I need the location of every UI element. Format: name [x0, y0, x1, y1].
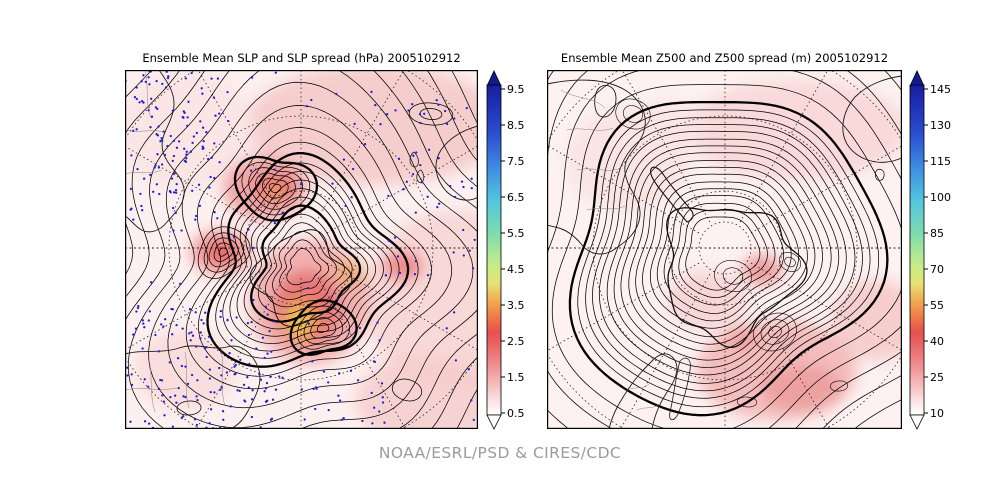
colorbar-tick-label: 1.5 [507, 371, 525, 384]
colorbar-tick-label: 70 [930, 263, 944, 276]
slp-panel-title: Ensemble Mean SLP and SLP spread (hPa) 2… [142, 51, 461, 65]
z500-map-canvas [547, 70, 902, 429]
colorbar-tick-label: 4.5 [507, 263, 525, 276]
colorbar-tick-label: 2.5 [507, 335, 525, 348]
credit-footer: NOAA/ESRL/PSD & CIRES/CDC [378, 444, 622, 462]
colorbar-tick-label: 130 [930, 119, 951, 132]
colorbar-tick-label: 55 [930, 299, 944, 312]
slp-map-canvas [125, 70, 478, 429]
colorbar-tick-label: 100 [930, 191, 951, 204]
colorbar-tick-label: 8.5 [507, 119, 525, 132]
colorbar-tick-label: 3.5 [507, 299, 525, 312]
colorbar-tick-label: 25 [930, 371, 944, 384]
colorbar-tick-label: 40 [930, 335, 944, 348]
colorbar-tick-label: 10 [930, 407, 944, 420]
z500-colorbar: 145 130 115 100 85 70 55 40 25 10 [909, 70, 951, 430]
colorbar-tick-label: 6.5 [507, 191, 525, 204]
slp-colorbar: 9.5 8.5 7.5 6.5 5.5 4.5 3.5 2.5 1.5 0.5 [486, 70, 525, 430]
colorbar-tick-label: 145 [930, 83, 951, 96]
colorbar-tick-label: 7.5 [507, 155, 525, 168]
colorbar-tick-label: 0.5 [507, 407, 525, 420]
colorbar-tick-label: 5.5 [507, 227, 525, 240]
colorbar-tick-label: 85 [930, 227, 944, 240]
colorbar-tick-label: 9.5 [507, 83, 525, 96]
z500-panel-title: Ensemble Mean Z500 and Z500 spread (m) 2… [560, 51, 889, 65]
colorbar-tick-label: 115 [930, 155, 951, 168]
